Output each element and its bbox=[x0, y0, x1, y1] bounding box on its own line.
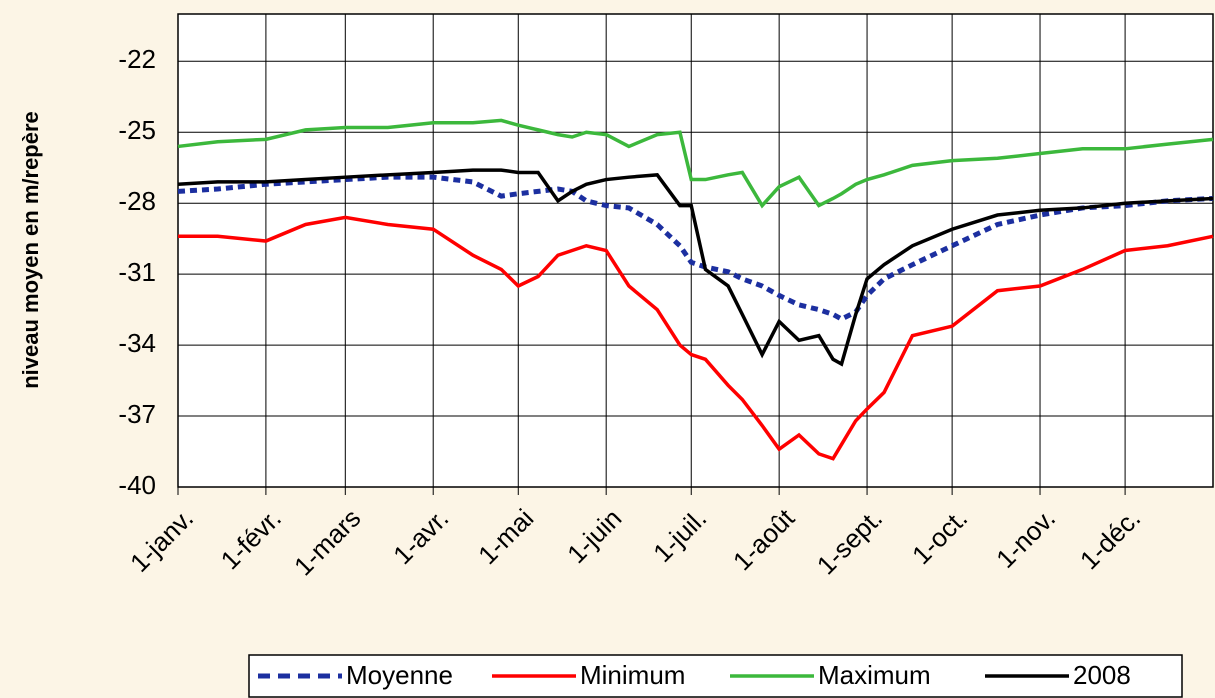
x-tick-label: 1-mars bbox=[288, 503, 366, 581]
x-tick-label: 1-juin bbox=[561, 503, 627, 569]
y-tick-label: -37 bbox=[118, 399, 156, 429]
y-tick-label: -28 bbox=[118, 186, 156, 216]
series-line bbox=[177, 168, 1214, 367]
y-tick-label: -34 bbox=[118, 328, 156, 358]
y-tick-label: -40 bbox=[118, 470, 156, 500]
x-tick-label: 1-mai bbox=[472, 503, 539, 570]
y-axis-label: niveau moyen en m/repère bbox=[18, 111, 43, 389]
legend-label: Minimum bbox=[580, 660, 685, 690]
x-tick-label: 1-avr. bbox=[387, 503, 454, 570]
y-tick-label: -31 bbox=[118, 257, 156, 287]
x-tick-label: 1-août bbox=[727, 502, 801, 576]
legend-label: Maximum bbox=[818, 660, 931, 690]
x-tick-label: 1-janv. bbox=[124, 503, 199, 578]
x-tick-label: 1-nov. bbox=[990, 503, 1061, 574]
x-tick-label: 1-sept. bbox=[811, 503, 888, 580]
y-tick-label: -22 bbox=[118, 44, 156, 74]
legend-label: Moyenne bbox=[346, 660, 453, 690]
x-tick-label: 1-oct. bbox=[906, 503, 973, 570]
series-line bbox=[177, 118, 1214, 209]
plot-border bbox=[177, 13, 1214, 488]
x-tick-label: 1-févr. bbox=[215, 503, 287, 575]
legend-label: 2008 bbox=[1073, 660, 1131, 690]
x-tick-label: 1-juil. bbox=[647, 503, 712, 568]
y-tick-label: -25 bbox=[118, 115, 156, 145]
x-tick-label: 1-déc. bbox=[1074, 503, 1146, 575]
series-line bbox=[178, 215, 1214, 461]
